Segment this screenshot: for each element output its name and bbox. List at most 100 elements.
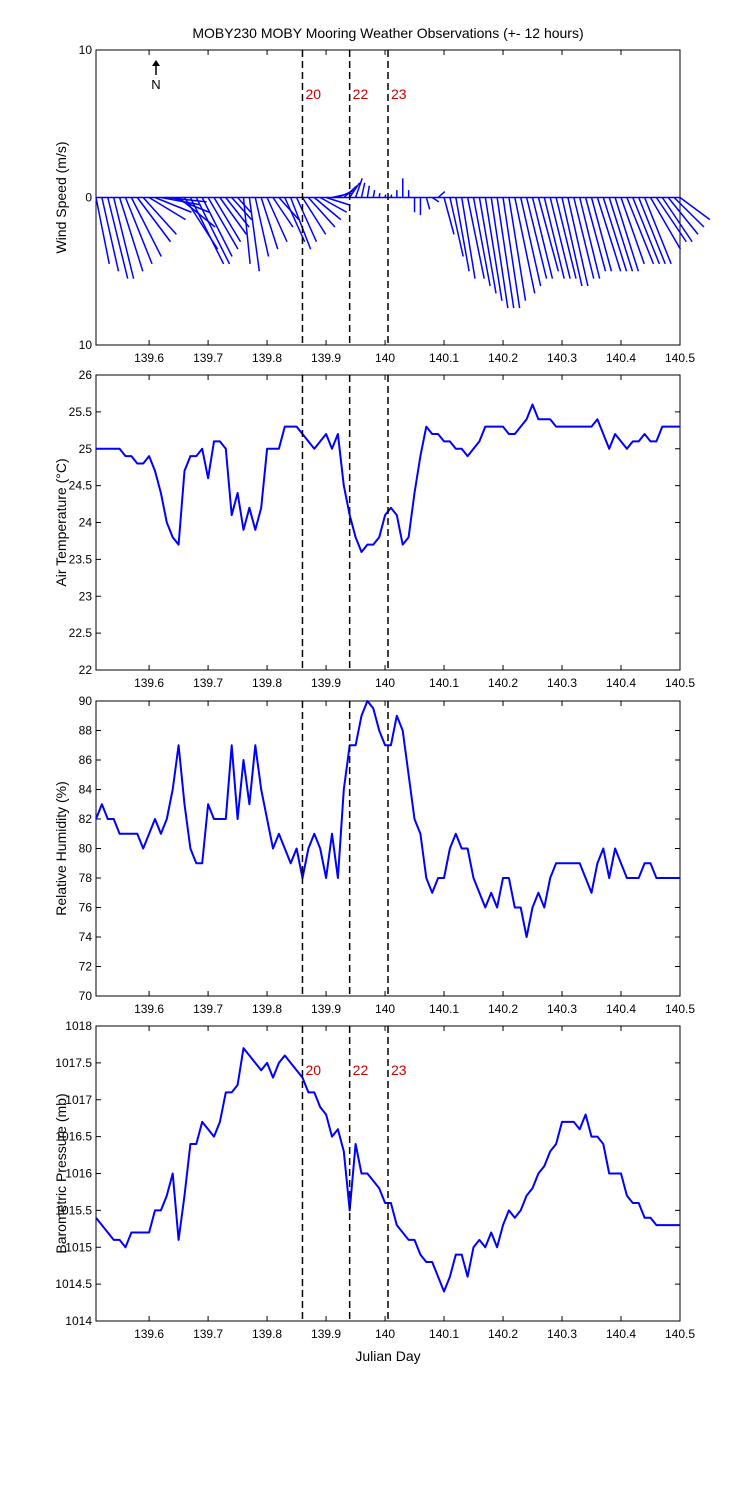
north-label: N [151, 77, 160, 92]
x-tick-label: 140.4 [606, 1002, 636, 1016]
data-point [248, 803, 250, 805]
wind-stick [319, 196, 348, 213]
data-point [455, 1254, 457, 1256]
wind-stick [549, 197, 571, 279]
wind-stick [360, 182, 366, 198]
data-point [124, 455, 127, 457]
data-point [520, 426, 522, 428]
data-point [431, 1261, 433, 1263]
data-point [549, 1150, 551, 1152]
wind-stick [354, 178, 363, 198]
wind-stick [136, 197, 172, 243]
data-point [679, 877, 681, 879]
data-point [655, 440, 658, 442]
data-point [402, 544, 404, 546]
data-point [679, 426, 681, 428]
data-point [626, 448, 628, 450]
wind-stick [590, 197, 613, 272]
data-point [160, 833, 162, 835]
data-point [219, 1121, 221, 1123]
data-point [655, 1224, 658, 1226]
y-tick-label: 86 [79, 753, 93, 767]
data-point [136, 833, 138, 835]
data-point [242, 529, 245, 531]
data-point [561, 862, 563, 864]
wind-stick [555, 197, 577, 279]
data-point [537, 892, 540, 894]
data-point [614, 847, 616, 850]
data-point [620, 862, 622, 864]
x-tick-label: 140 [375, 676, 395, 690]
data-point [585, 877, 587, 879]
data-point [343, 1150, 345, 1152]
data-point [95, 1217, 97, 1219]
data-point [396, 1224, 398, 1226]
data-point [307, 847, 309, 850]
data-point [284, 847, 286, 850]
data-point [620, 440, 622, 442]
data-point [266, 1062, 268, 1064]
data-point [378, 729, 380, 732]
y-tick-label: 1014.5 [55, 1277, 92, 1291]
wind-stick [508, 197, 527, 301]
x-tick-label: 140.2 [488, 676, 518, 690]
data-point [402, 729, 404, 732]
data-point [136, 1231, 138, 1234]
data-point [508, 877, 510, 879]
wind-stick [284, 197, 306, 243]
y-tick-label: 1018 [65, 1019, 92, 1033]
wind-stick [478, 197, 497, 294]
data-point [195, 1143, 197, 1145]
data-point [413, 818, 416, 820]
wind-stick [573, 197, 595, 279]
data-point [331, 448, 333, 450]
data-point [254, 744, 256, 746]
data-point [608, 1172, 610, 1175]
wind-stick [295, 197, 318, 243]
data-point [260, 507, 262, 509]
wind-stick [673, 196, 705, 228]
data-point [561, 1121, 563, 1123]
data-point [231, 514, 233, 516]
data-point [673, 1224, 675, 1226]
wind-stick [679, 196, 711, 221]
data-point [408, 1239, 410, 1241]
wind-stick [502, 197, 521, 309]
data-point [431, 433, 433, 435]
data-point [384, 514, 386, 516]
data-point [638, 1202, 640, 1204]
wind-stick [313, 196, 342, 221]
data-point [372, 544, 374, 546]
wind-stick [543, 197, 565, 279]
data-point [107, 448, 109, 450]
data-point [520, 906, 522, 909]
data-point [266, 818, 268, 820]
wind-stick [437, 191, 446, 199]
y-tick-label: 76 [79, 901, 93, 915]
y-tick-label: 1014 [65, 1314, 92, 1328]
data-point [573, 1121, 575, 1123]
data-point [266, 448, 268, 450]
data-point [319, 440, 321, 442]
event-marker-label: 23 [391, 1062, 407, 1078]
data-point [195, 455, 197, 457]
data-point [231, 744, 233, 746]
data-point [219, 818, 221, 820]
data-point [236, 492, 239, 494]
data-point [301, 1077, 304, 1079]
data-point [207, 477, 209, 479]
data-point [160, 492, 162, 494]
wind-stick [325, 196, 350, 206]
data-point [596, 418, 599, 420]
x-tick-label: 139.8 [252, 676, 282, 690]
data-point [354, 744, 357, 746]
data-point [278, 833, 280, 835]
data-point [437, 877, 439, 879]
x-tick-label: 140.3 [547, 1002, 577, 1016]
y-tick-label: 23 [79, 589, 93, 603]
y-tick-label: 80 [79, 842, 93, 856]
data-point [101, 448, 103, 450]
data-point [372, 1180, 374, 1182]
data-point [172, 536, 174, 538]
